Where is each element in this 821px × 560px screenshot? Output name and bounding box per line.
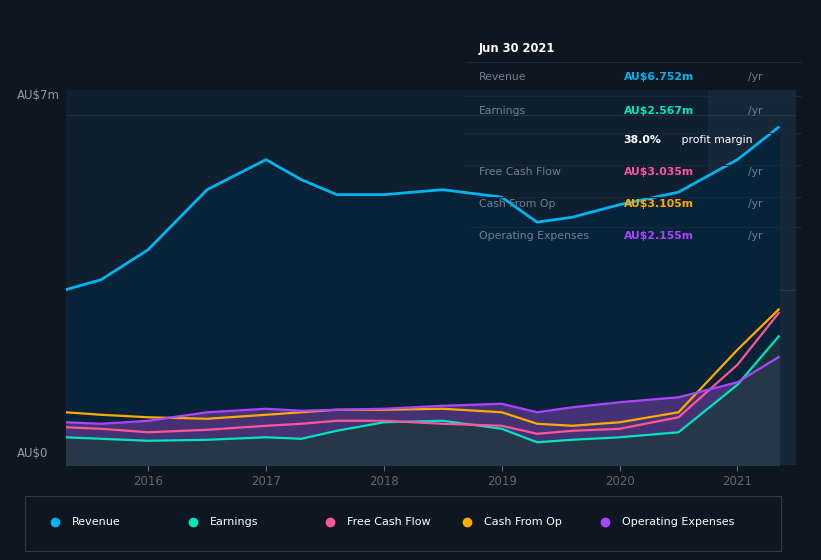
Text: 38.0%: 38.0% <box>624 135 662 145</box>
Bar <box>708 90 796 465</box>
Text: Operating Expenses: Operating Expenses <box>479 231 589 241</box>
Text: Earnings: Earnings <box>479 105 526 115</box>
Text: /yr: /yr <box>748 231 763 241</box>
Text: Revenue: Revenue <box>72 517 121 528</box>
FancyBboxPatch shape <box>25 496 781 551</box>
Text: AU$3.035m: AU$3.035m <box>624 167 694 177</box>
Text: Revenue: Revenue <box>479 72 526 82</box>
Text: AU$2.155m: AU$2.155m <box>624 231 694 241</box>
Text: AU$6.752m: AU$6.752m <box>624 72 694 82</box>
Text: AU$0: AU$0 <box>16 447 48 460</box>
Text: /yr: /yr <box>748 72 763 82</box>
Text: Cash From Op: Cash From Op <box>479 199 556 209</box>
Text: /yr: /yr <box>748 199 763 209</box>
Text: Cash From Op: Cash From Op <box>484 517 562 528</box>
Text: AU$7m: AU$7m <box>16 88 59 102</box>
Text: profit margin: profit margin <box>677 135 752 145</box>
Text: AU$3.105m: AU$3.105m <box>624 199 694 209</box>
Text: /yr: /yr <box>748 167 763 177</box>
Text: Operating Expenses: Operating Expenses <box>621 517 734 528</box>
Text: Free Cash Flow: Free Cash Flow <box>479 167 561 177</box>
Text: AU$2.567m: AU$2.567m <box>624 105 694 115</box>
Text: /yr: /yr <box>748 105 763 115</box>
Text: Jun 30 2021: Jun 30 2021 <box>479 42 555 55</box>
Text: Earnings: Earnings <box>209 517 258 528</box>
Text: Free Cash Flow: Free Cash Flow <box>346 517 430 528</box>
